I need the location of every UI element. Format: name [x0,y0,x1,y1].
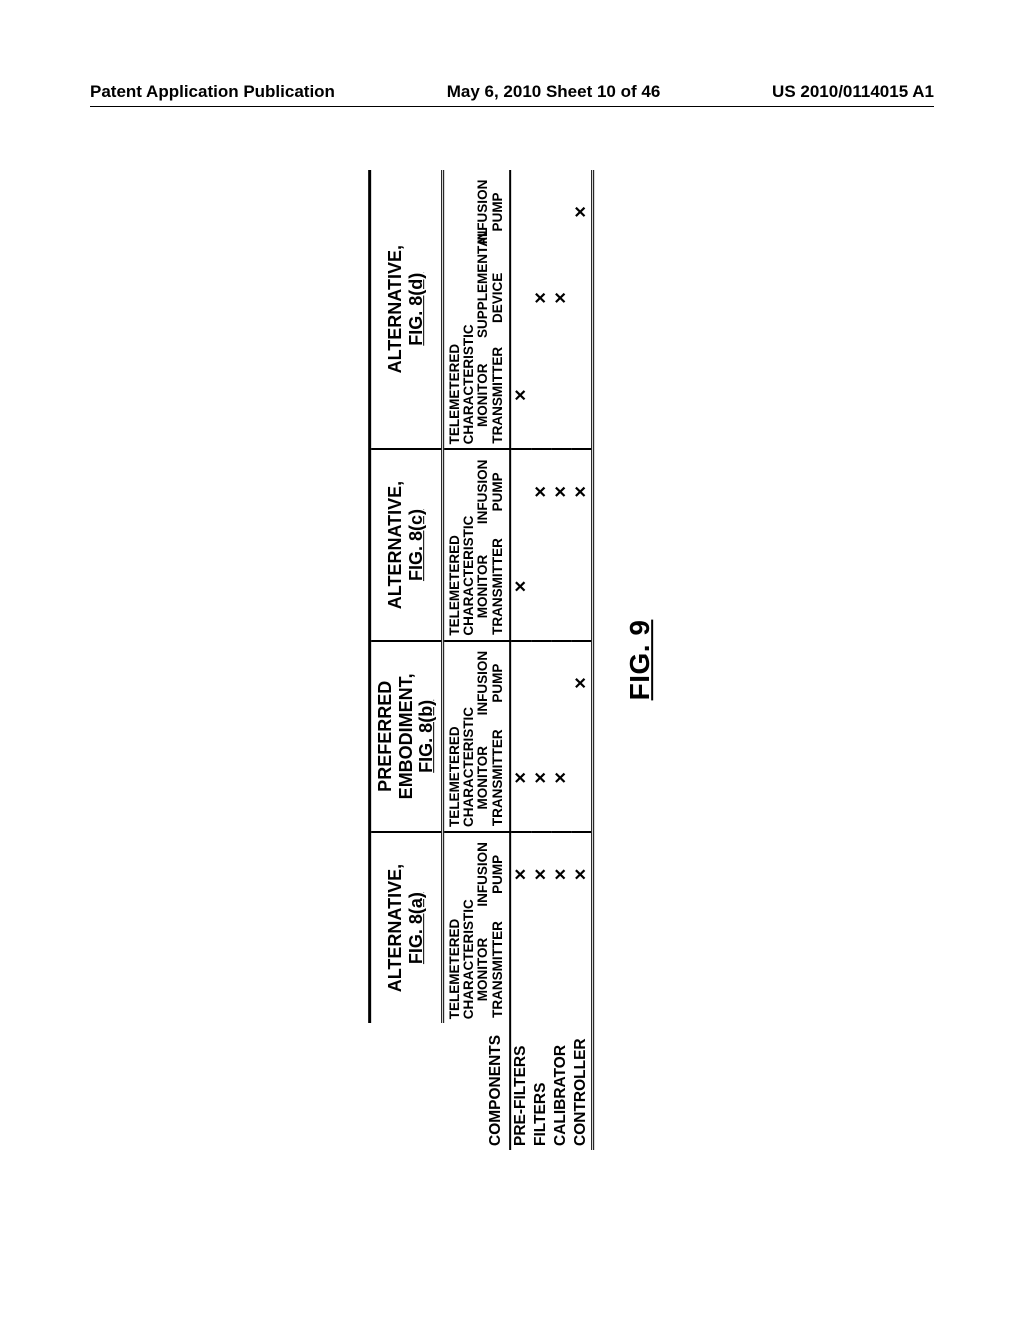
column-header: INFUSIONPUMP [443,449,510,533]
table-cell [571,342,593,449]
table-cell: × [510,342,531,449]
group-header: ALTERNATIVE,FIG. 8(a) [370,832,443,1023]
table-cell [571,533,593,640]
table-row: CALIBRATOR×××× [551,170,571,1150]
table-cell: × [551,449,571,533]
column-header: TELEMETEREDCHARACTERISTICMONITORTRANSMIT… [443,533,510,640]
table-cell [510,641,531,725]
table-body: PRE-FILTERS××××FILTERS××××CALIBRATOR××××… [510,170,593,1150]
table-cell [510,254,531,342]
group-header: ALTERNATIVE,FIG. 8(c) [370,449,443,640]
table-cell [531,916,551,1023]
table-cell [571,254,593,342]
table-cell: × [571,170,593,254]
table-cell: × [510,724,531,831]
table-cell [551,533,571,640]
table-cell [531,170,551,254]
table-header-groups: ALTERNATIVE,FIG. 8(a)PREFERREDEMBODIMENT… [370,170,443,1150]
table-cell [551,641,571,725]
table-cell: × [551,254,571,342]
components-table: ALTERNATIVE,FIG. 8(a)PREFERREDEMBODIMENT… [368,170,594,1150]
header-right: US 2010/0114015 A1 [772,82,934,102]
table-cell [531,533,551,640]
table-corner [370,1023,443,1150]
page-header: Patent Application Publication May 6, 20… [0,82,1024,102]
column-header: TELEMETEREDCHARACTERISTICMONITORTRANSMIT… [443,342,510,449]
table-cell: × [551,724,571,831]
table-cell [531,641,551,725]
table-cell: × [531,449,551,533]
table-header-columns: COMPONENTSTELEMETEREDCHARACTERISTICMONIT… [443,170,510,1150]
header-left: Patent Application Publication [90,82,335,102]
table-cell [571,916,593,1023]
components-label: COMPONENTS [443,1023,510,1150]
column-header: INFUSIONPUMP [443,170,510,254]
table-cell: × [571,832,593,916]
column-header: SUPPLEMENTALDEVICE [443,254,510,342]
row-label: CALIBRATOR [551,1023,571,1150]
column-header: INFUSIONPUMP [443,832,510,916]
table-row: FILTERS×××× [531,170,551,1150]
table-cell [510,170,531,254]
table-cell [531,342,551,449]
table-cell: × [571,449,593,533]
header-center: May 6, 2010 Sheet 10 of 46 [447,82,661,102]
table-cell: × [510,832,531,916]
header-rule [90,106,934,107]
row-label: FILTERS [531,1023,551,1150]
table-row: PRE-FILTERS×××× [510,170,531,1150]
row-label: PRE-FILTERS [510,1023,531,1150]
figure-caption: FIG. 9 [624,620,656,701]
group-header: ALTERNATIVE,FIG. 8(d) [370,170,443,449]
table-cell [510,916,531,1023]
table-cell: × [531,832,551,916]
column-header: TELEMETEREDCHARACTERISTICMONITORTRANSMIT… [443,916,510,1023]
table-cell [571,724,593,831]
table-row: CONTROLLER × × × × [571,170,593,1150]
table-cell: × [531,724,551,831]
table-cell [551,916,571,1023]
table-cell [551,342,571,449]
column-header: INFUSIONPUMP [443,641,510,725]
group-header: PREFERREDEMBODIMENT,FIG. 8(b) [370,641,443,832]
table-cell [551,170,571,254]
table-cell: × [510,533,531,640]
figure-9: ALTERNATIVE,FIG. 8(a)PREFERREDEMBODIMENT… [368,170,656,1150]
column-header: TELEMETEREDCHARACTERISTICMONITORTRANSMIT… [443,724,510,831]
figure-rotated-container: ALTERNATIVE,FIG. 8(a)PREFERREDEMBODIMENT… [368,170,656,1150]
table-cell: × [531,254,551,342]
table-cell: × [551,832,571,916]
table-cell: × [571,641,593,725]
row-label: CONTROLLER [571,1023,593,1150]
table-cell [510,449,531,533]
